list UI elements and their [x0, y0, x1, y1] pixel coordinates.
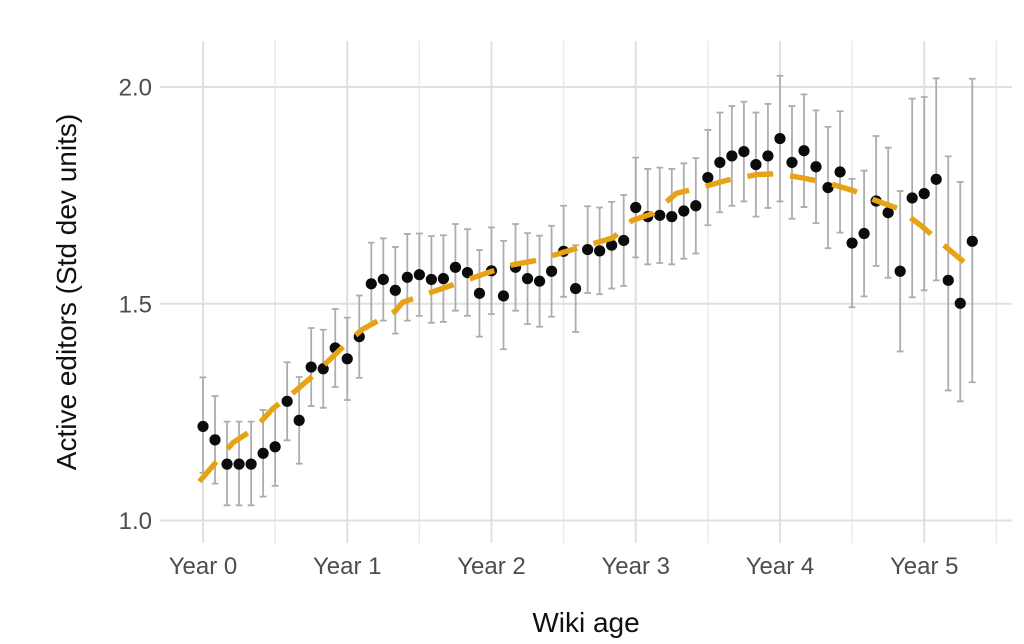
data-point [533, 275, 546, 287]
data-point [197, 420, 209, 433]
data-point [918, 188, 930, 200]
data-point [269, 441, 281, 453]
data-point [702, 172, 714, 184]
data-point [521, 273, 534, 285]
y-tick-label: 1.0 [119, 508, 152, 535]
error-bars [199, 74, 976, 507]
y-axis-title: Active editors (Std dev units) [51, 114, 82, 470]
error-bar [956, 181, 964, 403]
data-point [678, 205, 690, 217]
data-point [377, 273, 389, 286]
data-point [762, 150, 774, 162]
data-point [257, 447, 269, 459]
data-point [798, 145, 810, 157]
data-point [582, 243, 594, 256]
data-point [858, 227, 870, 240]
data-point [906, 192, 918, 204]
x-axis-tick-labels: Year 0 Year 1 Year 2 Year 3 Year 4 Year 5 [169, 553, 959, 580]
error-bar [968, 77, 976, 384]
data-point [221, 458, 233, 470]
data-point [437, 273, 449, 285]
x-tick-label: Year 1 [313, 553, 382, 580]
data-point [822, 181, 834, 194]
y-tick-label: 2.0 [119, 75, 152, 102]
x-tick-label: Year 0 [169, 553, 238, 580]
data-point [305, 361, 317, 373]
data-point [545, 265, 558, 277]
data-point [930, 173, 942, 185]
x-tick-label: Year 3 [601, 553, 670, 580]
data-point [413, 269, 425, 281]
data-point [293, 414, 305, 426]
data-point [341, 353, 353, 365]
data-point [245, 458, 257, 470]
data-point [774, 132, 786, 145]
data-point [666, 211, 678, 223]
data-point [954, 297, 966, 309]
data-points [197, 132, 978, 470]
data-point [461, 266, 474, 279]
data-point [425, 273, 437, 286]
data-point [750, 158, 762, 171]
data-point [497, 290, 510, 302]
data-point [570, 282, 582, 295]
trend-dashed-line [197, 171, 977, 484]
data-point [654, 209, 666, 221]
data-point [738, 145, 750, 158]
y-tick-label: 1.5 [119, 291, 152, 318]
error-bar [944, 155, 952, 392]
data-point [209, 434, 221, 446]
data-point [942, 274, 954, 286]
data-point [714, 156, 726, 169]
data-point [846, 237, 858, 249]
data-point [810, 161, 822, 173]
x-tick-label: Year 5 [890, 553, 959, 580]
y-axis-tick-labels: 1.0 1.5 2.0 [119, 75, 152, 536]
data-point [594, 245, 606, 257]
data-point [365, 278, 377, 290]
x-tick-label: Year 4 [746, 553, 815, 580]
data-point [449, 261, 462, 273]
data-point [401, 271, 413, 283]
data-point [690, 200, 702, 212]
data-point [473, 287, 486, 299]
data-point [618, 234, 630, 247]
data-point [966, 235, 978, 247]
gridlines-major [160, 41, 1012, 543]
data-point [726, 150, 738, 162]
data-point [233, 458, 245, 470]
x-tick-label: Year 2 [457, 553, 526, 580]
data-point [606, 239, 618, 251]
x-axis-title: Wiki age [532, 607, 639, 638]
data-point [786, 156, 798, 169]
data-point [894, 265, 906, 277]
data-point [882, 207, 894, 219]
data-point [630, 201, 642, 214]
data-point [281, 395, 293, 407]
data-point [834, 166, 846, 178]
data-point [389, 284, 401, 296]
